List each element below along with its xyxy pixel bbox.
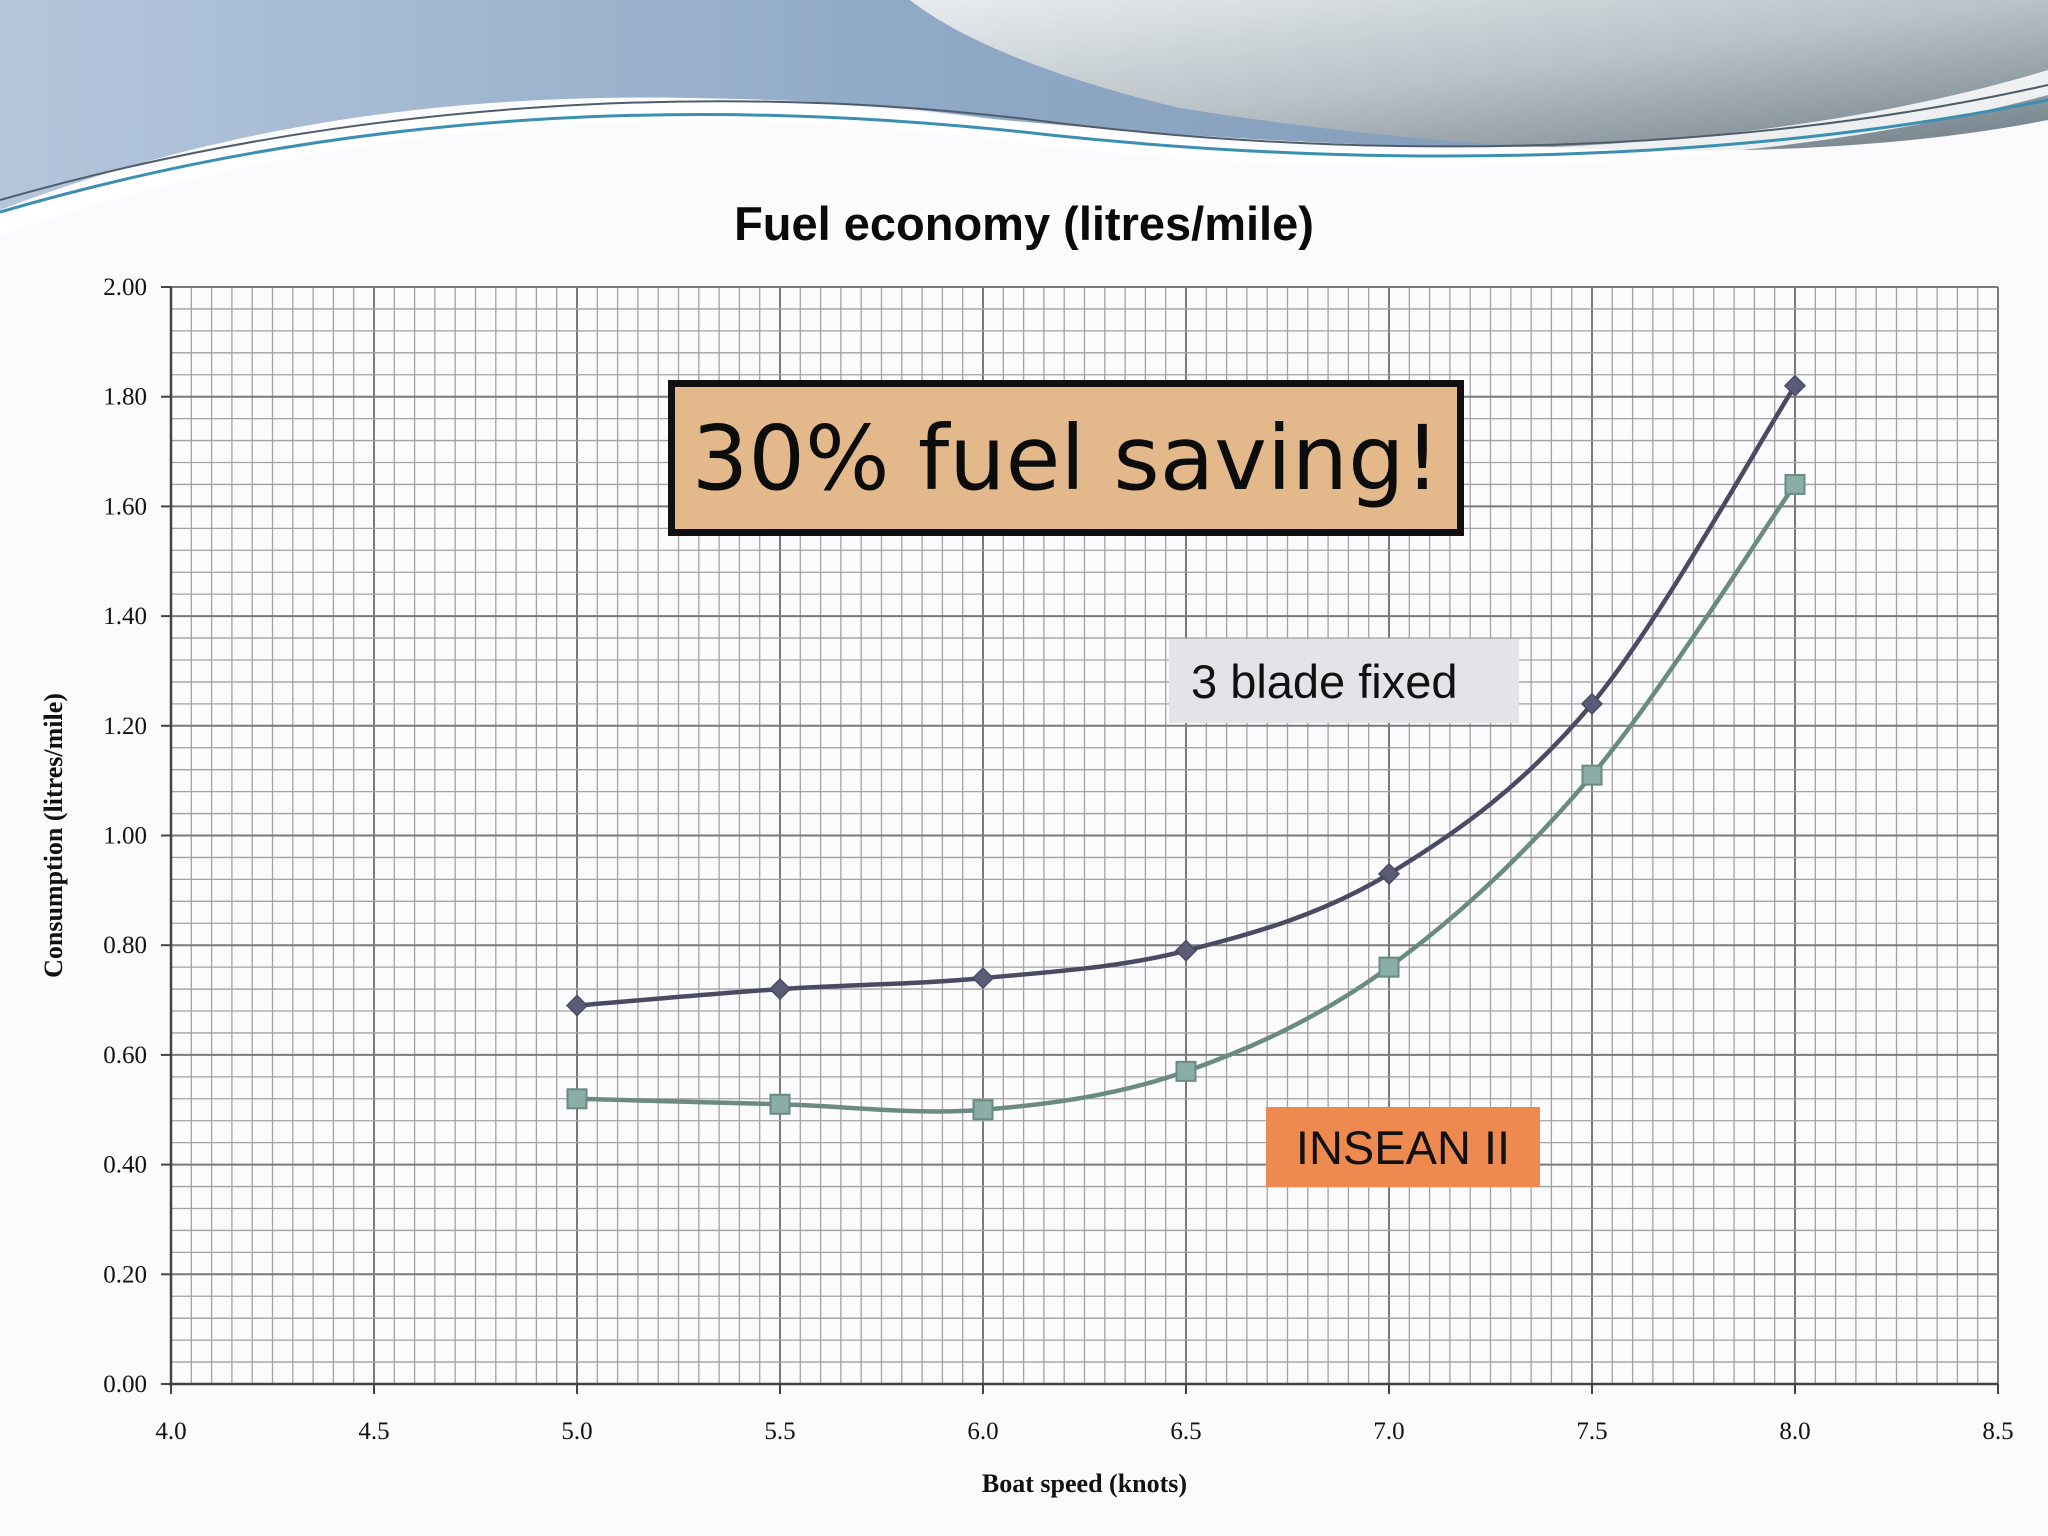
x-tick-label: 4.5 [358,1418,389,1445]
data-point-square [1378,956,1400,978]
data-point-square [566,1088,588,1110]
x-tick-label: 5.0 [561,1418,592,1445]
y-tick-label: 0.20 [103,1261,147,1288]
x-tick-label: 8.5 [1982,1418,2013,1445]
data-point-square [769,1093,791,1115]
slide-header-banner [0,0,2048,235]
data-point-square [1784,473,1806,495]
data-point-square [972,1099,994,1121]
y-tick-label: 0.60 [103,1042,147,1069]
y-tick-label: 1.60 [103,493,147,520]
y-tick-label: 1.20 [103,713,147,740]
y-tick-label: 2.00 [103,274,147,301]
y-tick-label: 0.40 [103,1152,147,1179]
x-tick-label: 8.0 [1779,1418,1810,1445]
y-axis-title: Consumption (litres/mile) [39,693,68,978]
data-point-square [1581,764,1603,786]
fuel-saving-callout: 30% fuel saving! [668,380,1464,536]
data-point-diamond [1174,939,1198,962]
x-axis-title: Boat speed (knots) [982,1469,1187,1498]
data-point-diamond [1580,692,1604,715]
x-tick-label: 6.5 [1170,1418,1201,1445]
x-tick-label: 7.0 [1373,1418,1404,1445]
y-tick-labels: 0.00 0.20 0.40 0.60 0.80 1.00 1.20 1.40 1.60 1.80… [103,274,147,1398]
header-sail [910,0,2048,151]
y-tick-label: 1.00 [103,823,147,850]
y-tick-label: 0.00 [103,1371,147,1398]
y-tick-label: 1.80 [103,384,147,411]
data-point-diamond [1783,374,1807,397]
y-tick-label: 1.40 [103,603,147,630]
header-line-teal [0,98,2048,214]
x-tick-labels: 4.0 4.5 5.0 5.5 6.0 6.5 7.0 7.5 8.0 8.5 [155,1418,2013,1445]
data-point-square [1175,1060,1197,1082]
x-tick-label: 4.0 [155,1418,186,1445]
series-1 [565,374,1807,1017]
y-tick-label: 0.80 [103,932,147,959]
x-tick-label: 5.5 [764,1418,795,1445]
series-2 [566,473,1806,1121]
chart-title: Fuel economy (litres/mile) [734,197,1314,250]
data-point-diamond [565,994,589,1017]
x-tick-label: 7.5 [1576,1418,1607,1445]
data-point-diamond [971,967,995,990]
data-point-diamond [768,978,792,1001]
header-line-dark [0,84,2048,201]
series [565,374,1807,1121]
data-point-diamond [1377,862,1401,885]
axes [161,286,1999,1394]
series-label-3-blade-fixed: 3 blade fixed [1169,639,1519,723]
x-tick-label: 6.0 [967,1418,998,1445]
series-label-insean-ii: INSEAN II [1266,1107,1540,1187]
